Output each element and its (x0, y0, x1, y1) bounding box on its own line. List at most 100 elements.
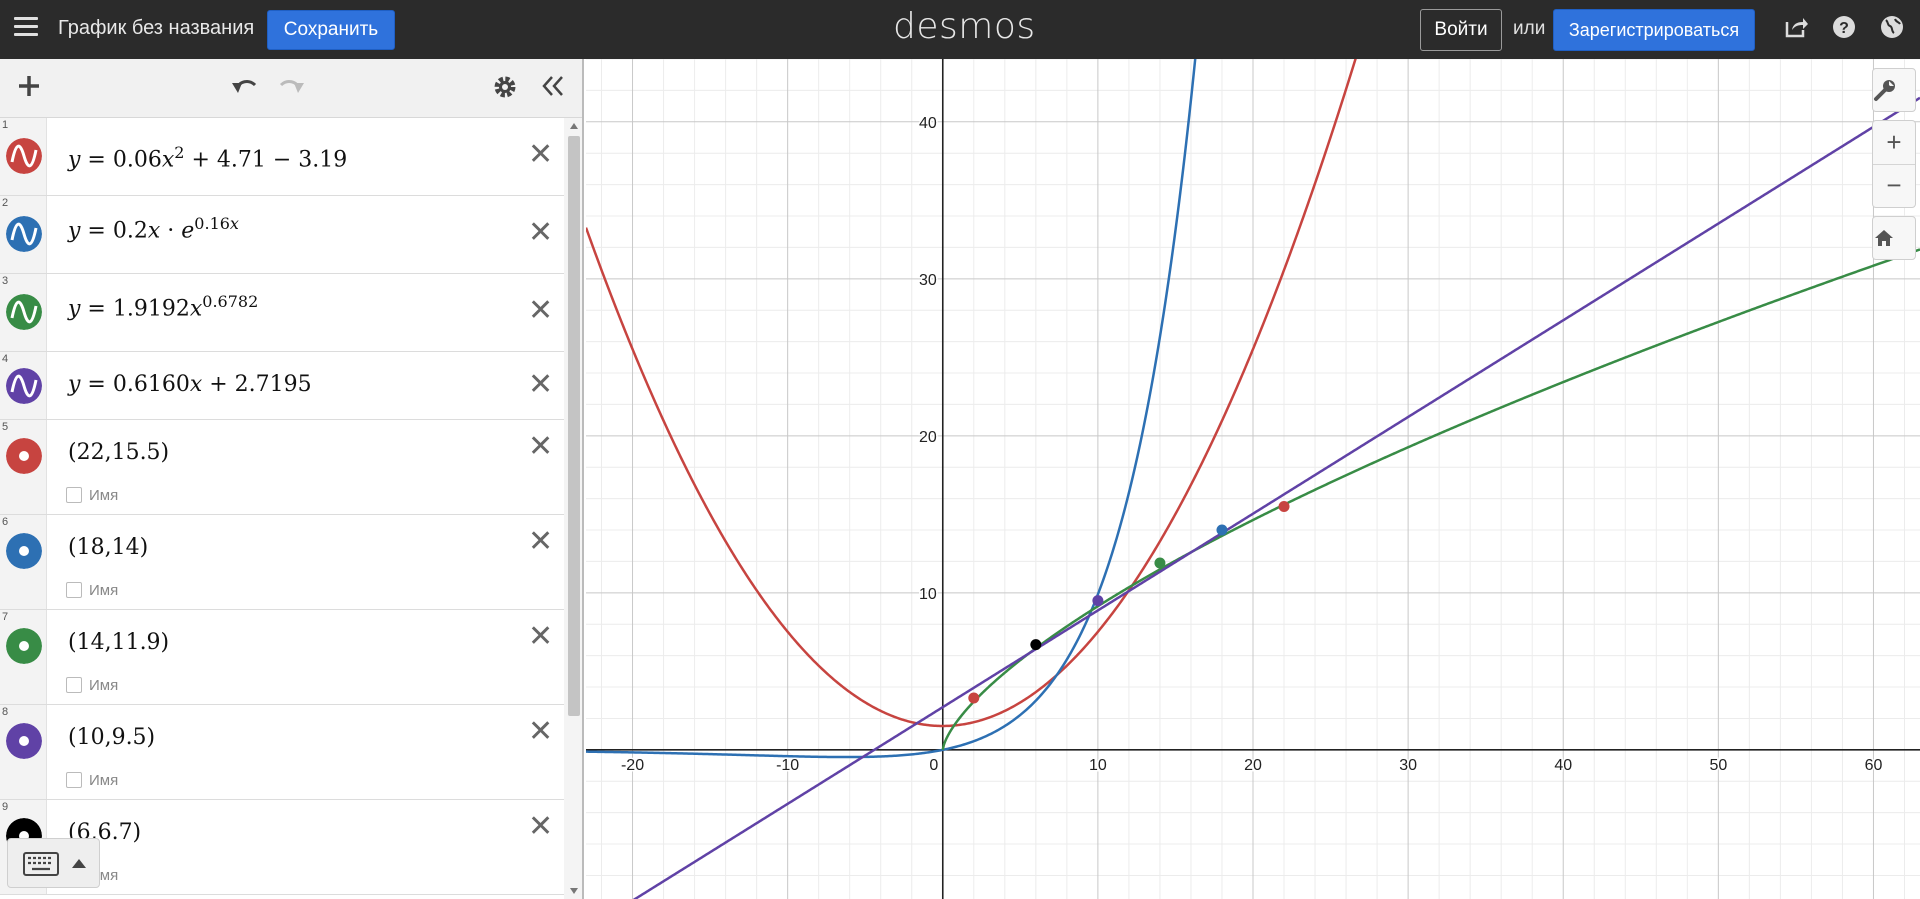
graph-title[interactable]: График без названия (58, 17, 255, 39)
expression-list: 1 y = 0.06x2 + 4.71 − 3.19 ✕ 2 y = 0.2x … (0, 118, 564, 895)
svg-text:?: ? (1839, 20, 1849, 37)
expression-gutter: 2 (0, 196, 47, 273)
expression-panel: 1 y = 0.06x2 + 4.71 − 3.19 ✕ 2 y = 0.2x … (0, 59, 584, 899)
expression-index: 1 (2, 119, 9, 131)
x-tick-label: -20 (621, 757, 644, 774)
menu-icon[interactable] (14, 17, 38, 41)
save-button[interactable]: Сохранить (267, 10, 395, 50)
expression-gutter: 1 (0, 118, 47, 195)
zoom-in-icon[interactable]: + (1873, 121, 1915, 165)
point-name-label: Имя (89, 677, 119, 694)
x-tick-label: 40 (1554, 757, 1572, 774)
x-tick-label: -10 (776, 757, 799, 774)
point-name-toggle[interactable]: Имя (66, 772, 118, 789)
expression-item[interactable]: 5 (22,15.5) Имя ✕ (0, 420, 564, 515)
login-button[interactable]: Войти (1420, 9, 1502, 51)
expression-item[interactable]: 1 y = 0.06x2 + 4.71 − 3.19 ✕ (0, 118, 564, 196)
data-point (1030, 639, 1042, 651)
add-icon[interactable] (16, 73, 42, 105)
expression-latex[interactable]: y = 0.6160x + 2.7195 (68, 372, 312, 397)
point-color-icon[interactable] (6, 723, 42, 759)
expression-index: 5 (2, 421, 9, 433)
globe-icon[interactable] (1877, 14, 1907, 44)
help-icon[interactable]: ? (1829, 14, 1859, 44)
y-tick-label: 10 (919, 586, 937, 603)
scrollbar[interactable] (564, 118, 582, 899)
collapse-icon[interactable] (540, 73, 566, 105)
point-color-icon[interactable] (6, 438, 42, 474)
delete-expression-icon[interactable]: ✕ (528, 138, 554, 171)
checkbox[interactable] (66, 772, 82, 788)
expression-gutter: 5 (0, 420, 47, 514)
home-icon (1875, 230, 1893, 246)
settings-icon[interactable] (491, 73, 519, 107)
curve-linear (632, 96, 1920, 899)
point-name-toggle[interactable]: Имя (66, 582, 118, 599)
expression-index: 8 (2, 706, 9, 718)
expression-gutter: 4 (0, 352, 47, 419)
signup-button[interactable]: Зарегистрироваться (1553, 9, 1755, 51)
expression-item[interactable]: 7 (14,11.9) Имя ✕ (0, 610, 564, 705)
share-icon[interactable] (1781, 14, 1811, 44)
undo-icon[interactable] (229, 73, 259, 105)
point-name-label: Имя (89, 487, 119, 504)
graph-canvas[interactable]: -20 -10 0 10 20 30 40 50 60 10 20 30 40 + − (586, 59, 1920, 899)
point-coordinates[interactable]: (18,14) (68, 535, 149, 560)
expression-latex[interactable]: y = 0.2x · e0.16x (68, 214, 239, 244)
expression-item[interactable]: 6 (18,14) Имя ✕ (0, 515, 564, 610)
expression-latex[interactable]: y = 1.9192x0.6782 (68, 292, 259, 322)
point-coordinates[interactable]: (10,9.5) (68, 725, 156, 750)
expression-gutter: 6 (0, 515, 47, 609)
delete-expression-icon[interactable]: ✕ (528, 216, 554, 249)
delete-expression-icon[interactable]: ✕ (528, 525, 554, 558)
expression-item[interactable]: 4 y = 0.6160x + 2.7195 ✕ (0, 352, 564, 420)
curve-color-icon[interactable] (6, 368, 42, 404)
x-tick-label: 10 (1089, 757, 1107, 774)
expression-index: 3 (2, 275, 9, 287)
data-point (1216, 524, 1228, 536)
delete-expression-icon[interactable]: ✕ (528, 368, 554, 401)
x-tick-label: 20 (1244, 757, 1262, 774)
checkbox[interactable] (66, 677, 82, 693)
expression-toolbar (0, 59, 582, 118)
scroll-thumb[interactable] (568, 136, 580, 716)
point-name-toggle[interactable]: Имя (66, 677, 118, 694)
x-tick-label: 60 (1865, 757, 1883, 774)
point-name-label: Имя (89, 582, 119, 599)
zoom-out-icon[interactable]: − (1886, 170, 1902, 200)
data-point (1278, 500, 1290, 512)
delete-expression-icon[interactable]: ✕ (528, 620, 554, 653)
desmos-logo: desmos (893, 6, 1036, 47)
point-name-label: Имя (89, 772, 119, 789)
expression-index: 4 (2, 353, 9, 365)
checkbox[interactable] (66, 487, 82, 503)
checkbox[interactable] (66, 582, 82, 598)
point-coordinates[interactable]: (14,11.9) (68, 630, 170, 655)
home-button[interactable] (1872, 216, 1916, 260)
delete-expression-icon[interactable]: ✕ (528, 430, 554, 463)
expression-item[interactable]: 8 (10,9.5) Имя ✕ (0, 705, 564, 800)
x-tick-label: 30 (1399, 757, 1417, 774)
expression-item[interactable]: 3 y = 1.9192x0.6782 ✕ (0, 274, 564, 352)
y-tick-label: 40 (919, 115, 937, 132)
expression-index: 2 (2, 197, 9, 209)
point-color-icon[interactable] (6, 533, 42, 569)
delete-expression-icon[interactable]: ✕ (528, 294, 554, 327)
graph-settings-button[interactable] (1872, 68, 1916, 112)
expression-latex[interactable]: y = 0.06x2 + 4.71 − 3.19 (68, 143, 348, 173)
point-color-icon[interactable] (6, 628, 42, 664)
curve-color-icon[interactable] (6, 216, 42, 252)
curve-color-icon[interactable] (6, 294, 42, 330)
curve-color-icon[interactable] (6, 138, 42, 174)
point-name-toggle[interactable]: Имя (66, 487, 118, 504)
top-bar: График без названия Сохранить desmos Вой… (0, 0, 1920, 59)
delete-expression-icon[interactable]: ✕ (528, 715, 554, 748)
expression-gutter: 3 (0, 274, 47, 351)
keyboard-toggle-button[interactable] (7, 838, 100, 888)
redo-icon[interactable] (277, 73, 307, 105)
or-text: или (1513, 18, 1546, 39)
expression-gutter: 7 (0, 610, 47, 704)
point-coordinates[interactable]: (22,15.5) (68, 440, 170, 465)
expression-item[interactable]: 2 y = 0.2x · e0.16x ✕ (0, 196, 564, 274)
delete-expression-icon[interactable]: ✕ (528, 810, 554, 843)
